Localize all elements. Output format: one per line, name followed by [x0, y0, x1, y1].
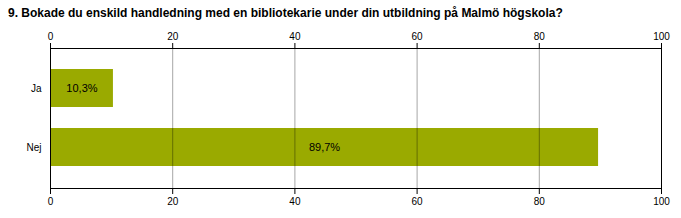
svg-text:40: 40 [289, 196, 301, 207]
html-text:9. Bokade du enskild handledni: 9. Bokade du enskild handledning med en … [8, 6, 563, 20]
svg-text:80: 80 [534, 31, 546, 42]
svg-text:Ja: Ja [31, 83, 42, 94]
svg-text:89,7%: 89,7% [309, 141, 340, 153]
svg-text:40: 40 [289, 31, 301, 42]
svg-text:80: 80 [534, 196, 546, 207]
svg-text:60: 60 [412, 196, 424, 207]
svg-text:0: 0 [48, 196, 54, 207]
svg-text:20: 20 [167, 196, 179, 207]
svg-text:100: 100 [653, 196, 670, 207]
svg-text:100: 100 [653, 31, 670, 42]
svg-text:20: 20 [167, 31, 179, 42]
svg-text:0: 0 [48, 31, 54, 42]
svg-text:60: 60 [412, 31, 424, 42]
svg-text:Nej: Nej [26, 142, 41, 153]
svg-text:10,3%: 10,3% [66, 82, 97, 94]
